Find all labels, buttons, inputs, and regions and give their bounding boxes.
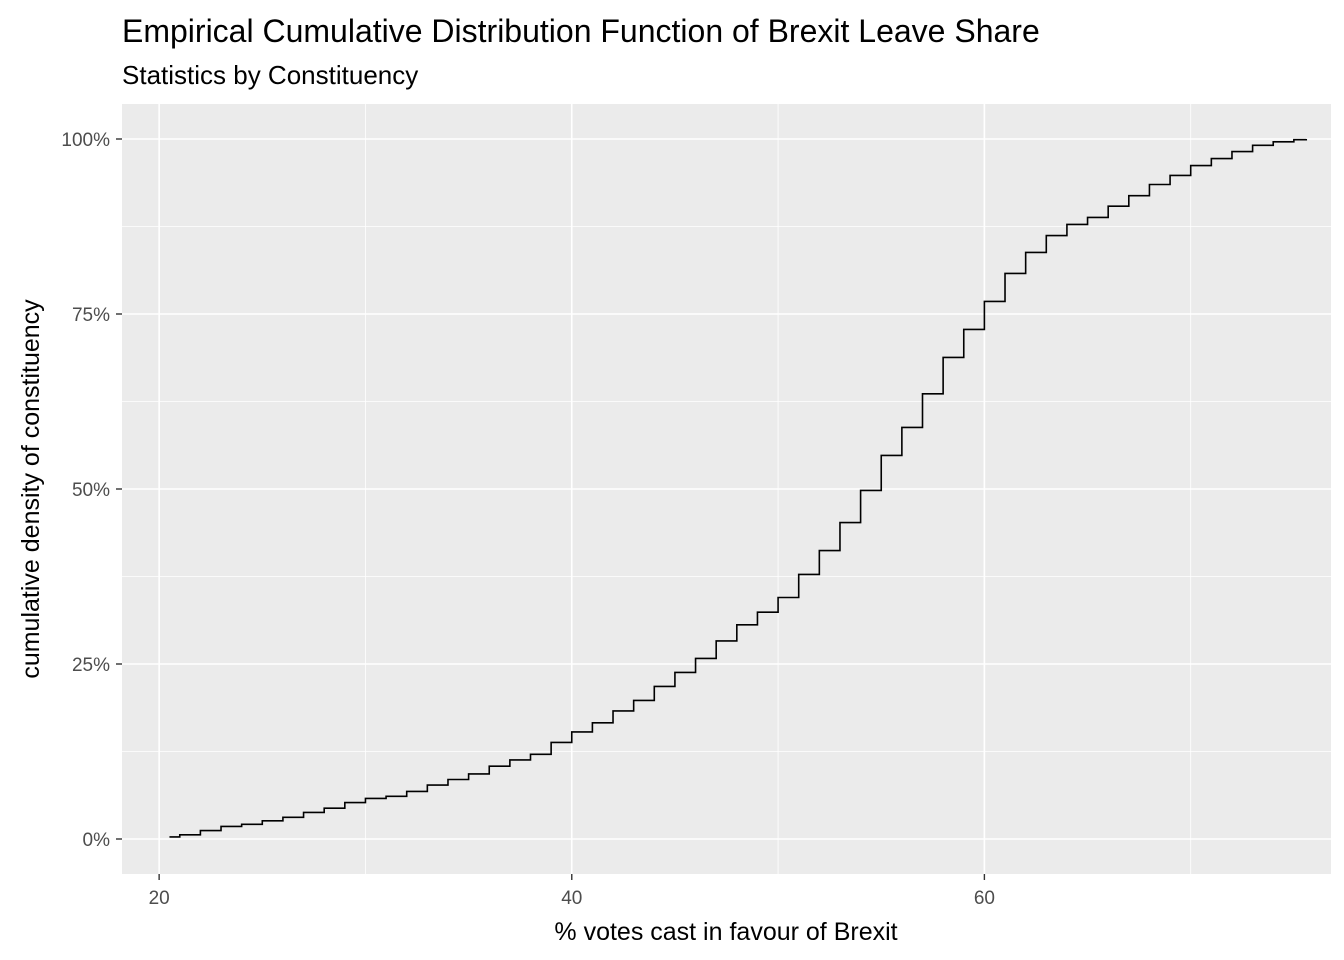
y-tick-label: 75% <box>72 305 110 326</box>
y-tick-label: 25% <box>72 655 110 676</box>
y-tick-label: 0% <box>83 830 111 851</box>
y-tick-label: 50% <box>72 480 110 501</box>
x-tick-label: 20 <box>149 888 170 909</box>
chart-title: Empirical Cumulative Distribution Functi… <box>122 13 1040 49</box>
x-tick-label: 60 <box>974 888 995 909</box>
y-tick-label: 100% <box>61 130 110 151</box>
gridlines <box>122 104 1331 874</box>
chart-subtitle: Statistics by Constituency <box>122 60 418 90</box>
x-tick-label: 40 <box>561 888 582 909</box>
ecdf-step-line <box>169 138 1308 838</box>
axes: 20 40 60 0% 25% 50% 75% 100% <box>61 130 995 909</box>
x-axis-label: % votes cast in favour of Brexit <box>554 918 897 946</box>
y-axis-label: cumulative density of constituency <box>17 299 45 679</box>
